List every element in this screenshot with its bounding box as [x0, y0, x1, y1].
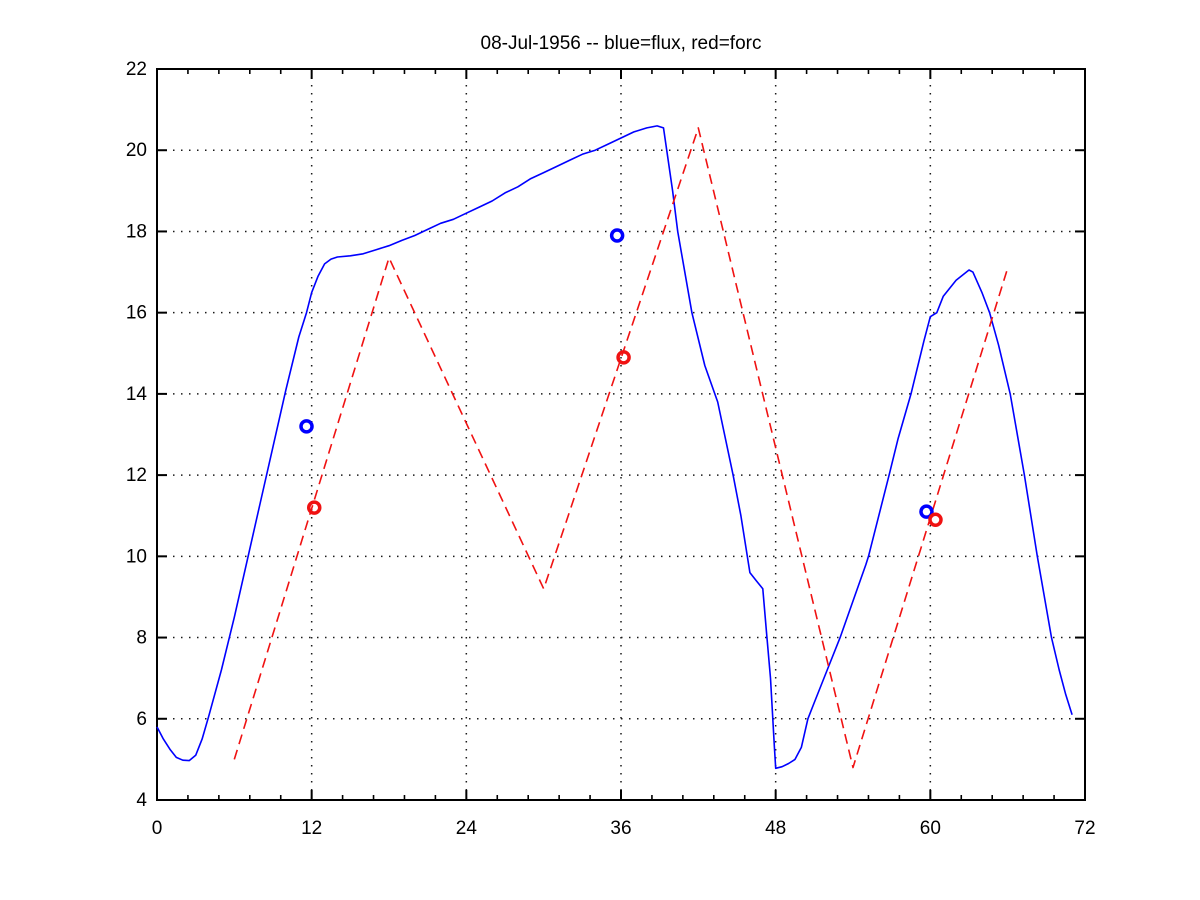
marker-flux-obs — [609, 228, 625, 243]
y-tick-label: 12 — [126, 465, 147, 486]
x-tick-label: 48 — [765, 818, 786, 839]
marker-forc-obs — [306, 500, 322, 515]
x-tick-label: 72 — [1074, 818, 1095, 839]
series-line-forc — [233, 127, 1009, 769]
y-tick-label: 18 — [126, 221, 147, 242]
y-tick-label: 8 — [136, 628, 147, 649]
series-line-flux — [156, 125, 1073, 770]
y-tick-label: 20 — [126, 140, 147, 161]
y-tick-label: 14 — [126, 384, 148, 405]
marker-flux-obs — [299, 419, 314, 434]
x-tick-label: 0 — [152, 818, 163, 839]
y-tick-label: 4 — [136, 790, 147, 811]
y-tick-label: 6 — [136, 709, 147, 730]
marker-forc-obs — [928, 512, 943, 528]
marker-forc-obs — [616, 350, 631, 365]
y-tick-label: 10 — [126, 546, 147, 567]
chart-title: 08-Jul-1956 -- blue=flux, red=forc — [480, 33, 762, 54]
x-tick-label: 24 — [456, 818, 478, 839]
marker-flux-obs — [919, 504, 934, 519]
x-tick-label: 60 — [920, 818, 941, 839]
y-tick-label: 16 — [126, 303, 147, 324]
x-tick-label: 12 — [301, 818, 322, 839]
y-tick-label: 22 — [126, 59, 147, 80]
plot-box — [156, 68, 1086, 801]
x-tick-label: 36 — [610, 818, 631, 839]
